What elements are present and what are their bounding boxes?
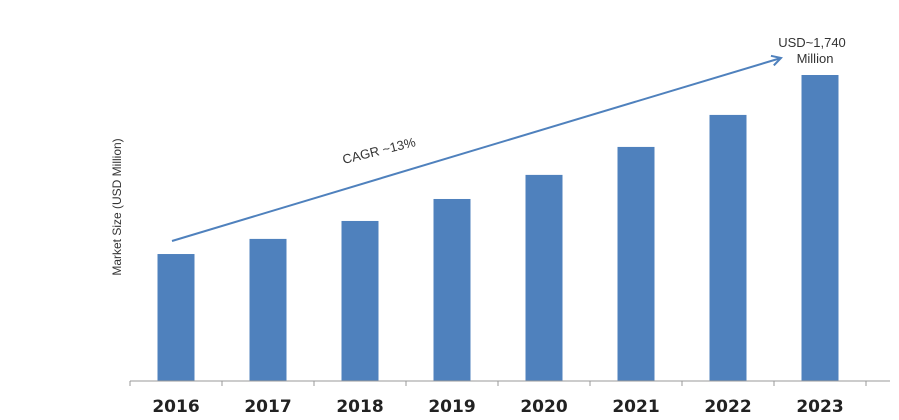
bar-2016 (157, 254, 195, 381)
bar-2019 (433, 198, 471, 381)
x-tick-label: 2016 (152, 397, 199, 417)
bar-2022 (709, 114, 747, 382)
y-axis-label: Market Size (USD Million) (110, 138, 124, 275)
x-tick-label: 2017 (244, 397, 291, 417)
x-tick-label: 2020 (520, 397, 567, 417)
bars (157, 75, 839, 382)
final-value-annotation-line2: Million (797, 51, 834, 66)
cagr-arrow (171, 58, 781, 242)
x-tick-label: 2019 (428, 397, 475, 417)
final-value-annotation-line1: USD~1,740 (778, 35, 846, 50)
bar-2021 (617, 146, 655, 381)
bar-2020 (525, 174, 563, 381)
x-ticks: 2016 2017 2018 2019 2020 2021 2022 2023 (129, 381, 867, 417)
cagr-annotation: CAGR ~13% (341, 134, 418, 167)
x-tick-label: 2022 (704, 397, 751, 417)
x-tick-label: 2023 (796, 397, 843, 417)
bar-2018 (341, 220, 379, 381)
x-tick-label: 2018 (336, 397, 383, 417)
x-tick-label: 2021 (612, 397, 659, 417)
bar-2017 (249, 238, 287, 381)
bar-2023 (801, 75, 839, 381)
